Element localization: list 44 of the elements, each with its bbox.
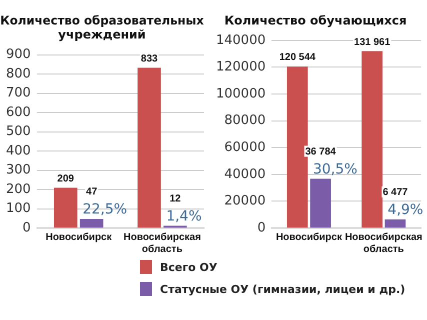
- annotation: 1,4%: [166, 208, 202, 224]
- bar: [138, 68, 161, 228]
- bar: [310, 178, 331, 228]
- y-tick-label: 0: [257, 220, 266, 236]
- x-tick-label: Новосибирск: [276, 232, 343, 243]
- data-label: 6 477: [382, 187, 408, 198]
- annotation: 4,9%: [388, 202, 424, 218]
- legend-label: Статусные ОУ (гимназии, лицеи и др.): [160, 282, 406, 296]
- y-tick-label: 300: [6, 162, 31, 178]
- y-tick-label: 40000: [224, 166, 266, 182]
- x-tick-label: Новосибирск: [46, 232, 113, 243]
- y-tick-label: 120000: [216, 60, 266, 75]
- y-tick-label: 400: [6, 143, 31, 158]
- data-label: 47: [86, 186, 98, 198]
- annotation: 30,5%: [312, 161, 358, 178]
- bar: [384, 219, 406, 228]
- y-tick-label: 80000: [224, 113, 266, 128]
- y-tick-label: 900: [6, 47, 31, 62]
- y-tick-label: 500: [6, 124, 31, 140]
- y-tick-label: 0: [22, 220, 31, 236]
- legend-label: Всего ОУ: [160, 260, 218, 274]
- data-label: 209: [57, 174, 74, 185]
- bar: [362, 51, 382, 228]
- annotation: 22,5%: [82, 202, 128, 218]
- bar: [80, 218, 104, 228]
- chart-title: Количество обучающихся: [224, 13, 407, 28]
- bar: [54, 188, 78, 228]
- data-label: 131 961: [354, 36, 391, 48]
- y-tick-label: 100: [6, 201, 31, 216]
- data-label: 12: [170, 193, 182, 204]
- data-label: 36 784: [305, 146, 336, 158]
- y-tick-label: 600: [6, 104, 31, 120]
- chart-title: Количество образовательных учреждений: [0, 13, 204, 42]
- y-tick-label: 700: [6, 86, 31, 101]
- y-tick-label: 100000: [216, 86, 266, 102]
- y-tick-label: 200: [6, 182, 31, 197]
- y-tick-label: 800: [6, 66, 31, 82]
- data-label: 120 544: [279, 52, 316, 64]
- y-tick-label: 60000: [224, 140, 266, 155]
- data-label: 833: [140, 53, 158, 64]
- x-tick-label: Новосибирская область: [123, 232, 202, 255]
- y-tick-label: 20000: [224, 194, 266, 209]
- x-tick-label: Новосибирская область: [344, 232, 423, 255]
- y-tick-label: 140000: [216, 32, 266, 48]
